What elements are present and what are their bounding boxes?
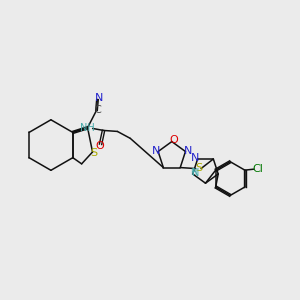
Text: Cl: Cl: [253, 164, 264, 174]
Text: O: O: [169, 135, 178, 145]
Text: O: O: [95, 141, 104, 151]
Text: N: N: [184, 146, 192, 156]
Text: NH: NH: [80, 124, 95, 134]
Text: S: S: [90, 148, 97, 158]
Text: S: S: [195, 163, 202, 173]
Text: N: N: [192, 169, 199, 178]
Text: N: N: [95, 94, 103, 103]
Text: N: N: [191, 153, 199, 163]
Text: C: C: [95, 105, 102, 115]
Text: N: N: [152, 146, 160, 156]
Text: H: H: [190, 168, 197, 177]
